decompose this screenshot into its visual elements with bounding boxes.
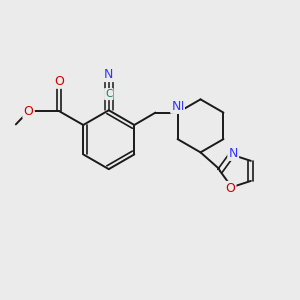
Text: O: O xyxy=(24,105,33,118)
Text: N: N xyxy=(104,68,113,81)
Text: C: C xyxy=(105,89,112,99)
Text: N: N xyxy=(171,100,181,112)
Text: O: O xyxy=(54,75,64,88)
Text: O: O xyxy=(225,182,235,195)
Text: N: N xyxy=(229,147,238,160)
Text: N: N xyxy=(174,100,184,112)
